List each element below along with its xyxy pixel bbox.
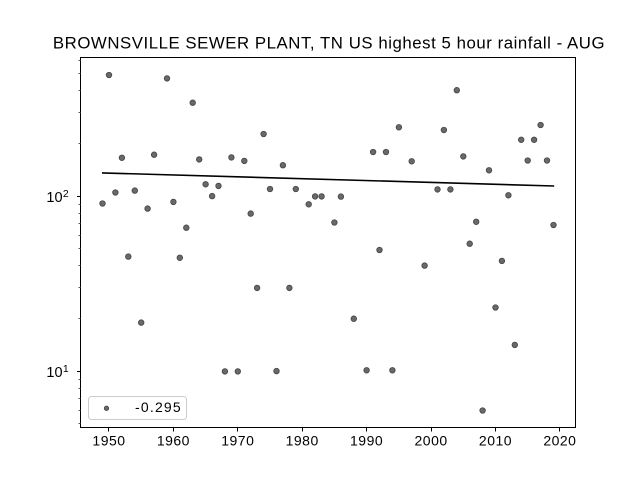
svg-text:2010: 2010 — [479, 433, 512, 449]
svg-text:1990: 1990 — [350, 433, 383, 449]
svg-text:10: 10 — [46, 365, 62, 381]
svg-text:2: 2 — [63, 188, 69, 200]
svg-text:10: 10 — [46, 190, 62, 206]
svg-text:-0.295: -0.295 — [135, 399, 182, 415]
svg-text:1: 1 — [63, 363, 69, 375]
svg-text:1970: 1970 — [221, 433, 254, 449]
svg-text:BROWNSVILLE SEWER PLANT, TN US: BROWNSVILLE SEWER PLANT, TN US highest 5… — [53, 34, 605, 53]
svg-text:1960: 1960 — [157, 433, 190, 449]
svg-text:2020: 2020 — [543, 433, 576, 449]
svg-text:1950: 1950 — [92, 433, 125, 449]
svg-text:1980: 1980 — [286, 433, 319, 449]
svg-text:2000: 2000 — [415, 433, 448, 449]
